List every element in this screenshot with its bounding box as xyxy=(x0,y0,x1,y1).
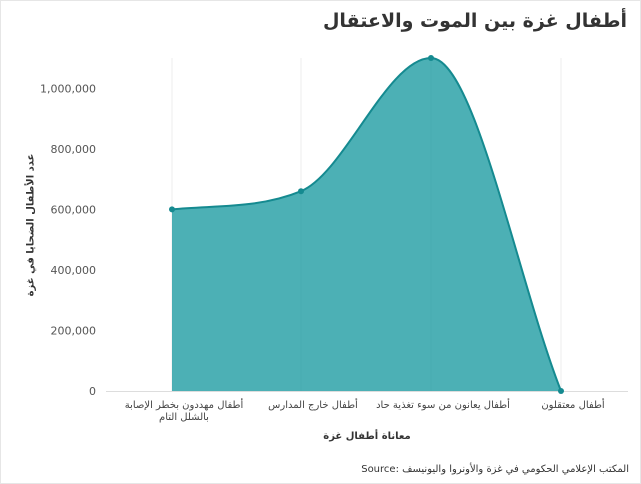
y-tick-label: 400,000 xyxy=(51,264,97,277)
y-tick-label: 800,000 xyxy=(51,143,97,156)
data-point xyxy=(298,188,304,195)
x-tick-label: أطفال مهددون بخطر الإصابة بالشلل التام xyxy=(125,398,244,423)
source-note: Source: المكتب الإعلامي الحكومي في غزة و… xyxy=(361,464,629,475)
y-tick-label: 200,000 xyxy=(51,324,97,337)
x-tick-label: أطفال خارج المدارس xyxy=(268,398,358,411)
chart-title: أطفال غزة بين الموت والاعتقال xyxy=(322,10,627,32)
x-tick-label: أطفال معتقلون xyxy=(541,398,605,411)
y-tick-label: 600,000 xyxy=(51,203,97,216)
y-tick-label: 1,000,000 xyxy=(40,82,96,95)
x-tick-label: أطفال يعانون من سوء تغذية حاد xyxy=(376,398,510,411)
y-tick-label: 0 xyxy=(89,385,96,398)
data-point xyxy=(169,206,175,213)
x-axis-label: معاناة أطفال غزة xyxy=(323,431,411,442)
data-point xyxy=(558,388,564,394)
data-point xyxy=(428,55,434,61)
series-line xyxy=(171,56,562,392)
area-fill xyxy=(172,58,561,391)
